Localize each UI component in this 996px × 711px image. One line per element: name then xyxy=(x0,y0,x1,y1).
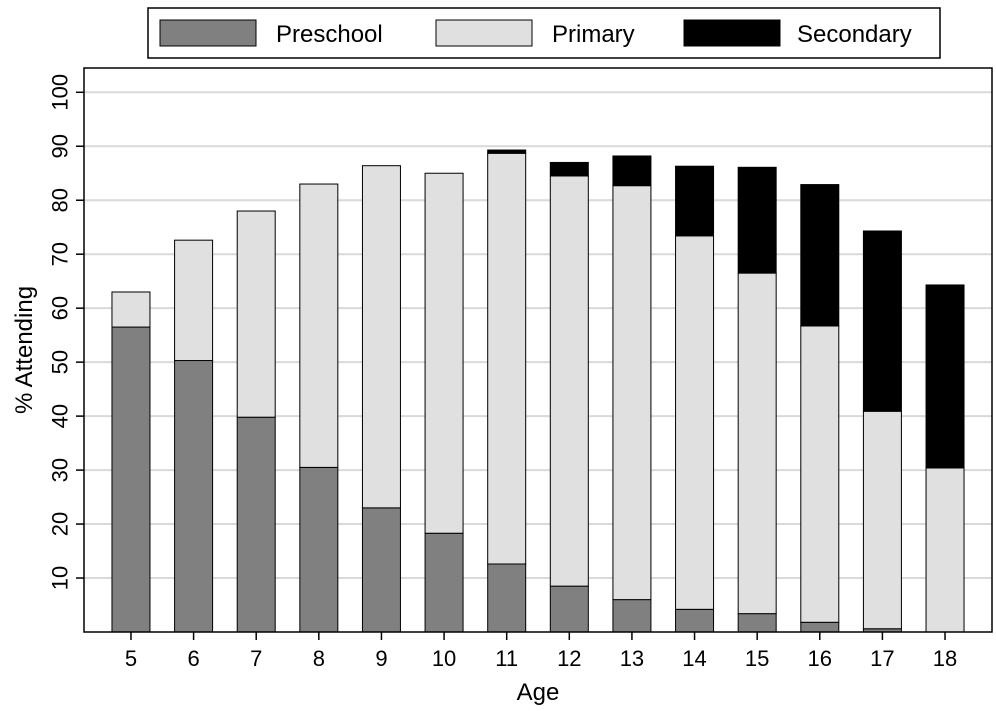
x-tick-label: 6 xyxy=(187,646,199,671)
y-tick-label: 20 xyxy=(48,512,73,536)
x-tick-label: 8 xyxy=(313,646,325,671)
bar-segment-preschool xyxy=(612,599,652,633)
bar-segment-primary xyxy=(361,165,401,509)
legend-box xyxy=(147,7,941,59)
x-tick-label: 10 xyxy=(432,646,456,671)
bar-segment-preschool xyxy=(299,466,339,633)
legend-label-preschool: Preschool xyxy=(276,21,383,48)
bar-segment-secondary xyxy=(612,155,652,187)
gridlines xyxy=(84,91,992,580)
bars xyxy=(111,149,965,633)
x-tick-label: 18 xyxy=(933,646,957,671)
bar-segment-secondary xyxy=(862,230,902,412)
x-axis-title: Age xyxy=(517,679,560,706)
y-tick-label: 100 xyxy=(48,74,73,111)
x-tick-label: 14 xyxy=(682,646,706,671)
bar-segment-secondary xyxy=(487,149,527,154)
x-tick-label: 12 xyxy=(557,646,581,671)
legend: Preschool Primary Secondary xyxy=(147,7,941,59)
bar-segment-secondary xyxy=(737,166,777,274)
x-tick-label: 13 xyxy=(620,646,644,671)
bar-segment-primary xyxy=(862,410,902,630)
bar-segment-primary xyxy=(487,152,527,565)
x-tick-label: 17 xyxy=(870,646,894,671)
bar-segment-preschool xyxy=(800,621,840,633)
bar-segment-secondary xyxy=(549,161,589,177)
plot-frame xyxy=(83,67,993,633)
bar-segment-primary xyxy=(549,175,589,587)
legend-swatch-preschool xyxy=(159,19,257,47)
axes xyxy=(76,67,993,640)
bar-segment-secondary xyxy=(925,284,965,469)
legend-swatch-primary xyxy=(435,19,533,47)
x-tick-label: 5 xyxy=(125,646,137,671)
bar-segment-primary xyxy=(737,272,777,615)
x-tick-label: 15 xyxy=(745,646,769,671)
legend-label-primary: Primary xyxy=(552,21,635,48)
bar-segment-preschool xyxy=(361,507,401,633)
bar-segment-primary xyxy=(299,183,339,468)
y-tick-label: 50 xyxy=(48,350,73,374)
bar-segment-primary xyxy=(675,235,715,610)
bar-segment-secondary xyxy=(675,165,715,237)
bar-segment-preschool xyxy=(737,613,777,633)
y-axis-title: % Attending xyxy=(11,286,38,414)
bar-segment-primary xyxy=(612,185,652,601)
bar-segment-preschool xyxy=(487,563,527,633)
bar-segment-primary xyxy=(925,467,965,633)
bar-segment-preschool xyxy=(111,326,151,633)
bar-segment-preschool xyxy=(424,532,464,633)
bar-segment-primary xyxy=(111,291,151,328)
bar-segment-primary xyxy=(236,210,276,418)
x-tick-label: 11 xyxy=(495,646,518,671)
bar-segment-preschool xyxy=(174,360,214,633)
bar-segment-secondary xyxy=(800,184,840,327)
y-tick-label: 80 xyxy=(48,188,73,212)
bar-segment-preschool xyxy=(675,608,715,633)
y-tick-label: 10 xyxy=(48,566,73,590)
bar-segment-primary xyxy=(174,239,214,362)
bar-segment-primary xyxy=(800,325,840,623)
bar-segment-preschool xyxy=(549,585,589,633)
legend-label-secondary: Secondary xyxy=(797,21,912,48)
y-tick-label: 70 xyxy=(48,242,73,266)
legend-swatch-secondary xyxy=(683,19,781,47)
x-tick-label: 9 xyxy=(375,646,387,671)
y-tick-label: 90 xyxy=(48,134,73,158)
bar-segment-preschool xyxy=(236,416,276,633)
y-tick-label: 60 xyxy=(48,296,73,320)
x-tick-label: 7 xyxy=(250,646,262,671)
bar-segment-primary xyxy=(424,172,464,534)
y-tick-label: 30 xyxy=(48,458,73,482)
tick-labels: 10 20 30 40 50 60 70 80 90 100 5 6 7 8 9 10 11 12 13 14 15 16… xyxy=(48,74,958,671)
x-tick-label: 16 xyxy=(808,646,832,671)
y-tick-label: 40 xyxy=(48,404,73,428)
